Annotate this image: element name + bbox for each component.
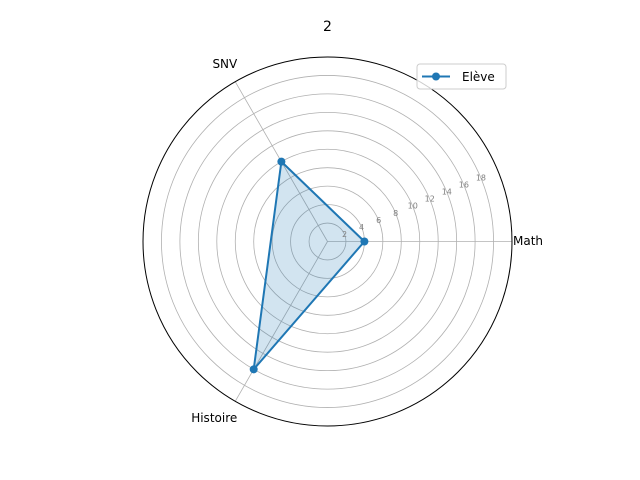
radial-tick-label: 14 [442, 188, 452, 197]
category-label: SNV [212, 57, 238, 71]
series-lines [249, 157, 369, 374]
data-point [249, 365, 258, 374]
legend-swatch-marker [432, 72, 440, 81]
chart-title: 2 [323, 19, 332, 35]
outer-frame [142, 56, 513, 427]
radial-tick-label: 16 [459, 181, 469, 190]
radial-tick-label: 4 [359, 223, 364, 232]
radial-tick-label: 18 [476, 173, 486, 182]
legend-entry-label: Elève [462, 70, 495, 84]
radial-tick-label: 10 [408, 202, 418, 211]
radial-tick-label: 8 [393, 209, 398, 218]
series-line [252, 160, 366, 371]
radial-tick-label: 2 [342, 230, 347, 239]
grid-spoke [234, 241, 328, 402]
series-fill [253, 161, 365, 370]
category-label: Math [513, 234, 543, 248]
category-label: Histoire [191, 411, 237, 425]
legend: Elève [416, 63, 507, 90]
legend-box [416, 63, 507, 90]
axis-labels: 2 4 6 8 10 12 14 16 18 Math SNV Histoire [191, 57, 543, 425]
radial-tick-label: 6 [376, 216, 381, 225]
series-fill-area [253, 161, 365, 370]
data-point [360, 237, 369, 246]
data-point [277, 157, 286, 166]
radial-tick-label: 12 [425, 195, 435, 204]
